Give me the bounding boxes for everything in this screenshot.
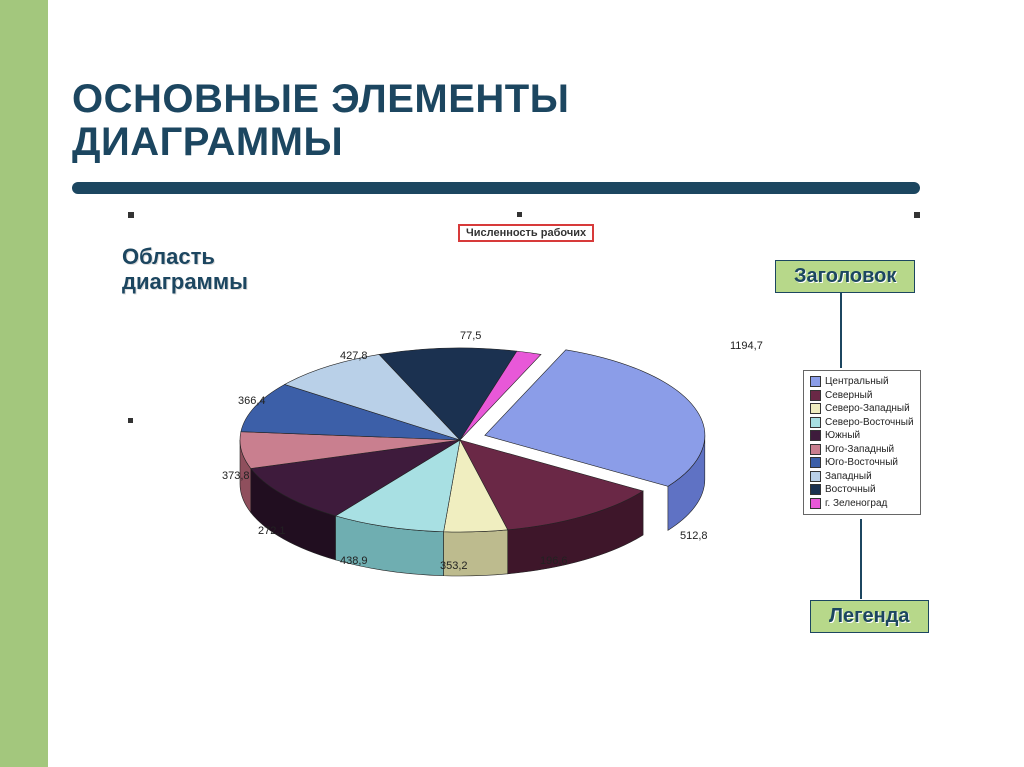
slice-value-label: 373,8: [222, 470, 250, 482]
legend-item: Западный: [810, 470, 914, 484]
legend-swatch: [810, 498, 821, 509]
legend-label: Северный: [825, 389, 872, 403]
slice-value-label: 1194,7: [730, 340, 763, 352]
legend-swatch: [810, 376, 821, 387]
legend-swatch: [810, 390, 821, 401]
legend-swatch: [810, 430, 821, 441]
legend-item: Северо-Западный: [810, 402, 914, 416]
legend-label: Центральный: [825, 375, 889, 389]
legend-item: Юго-Западный: [810, 443, 914, 457]
legend-label: Северо-Восточный: [825, 416, 914, 430]
slice-value-label: 427,8: [340, 350, 368, 362]
legend-label: Западный: [825, 470, 872, 484]
legend-label: г. Зеленоград: [825, 497, 887, 511]
slice-value-label: 196,6: [540, 555, 568, 567]
legend-item: Восточный: [810, 483, 914, 497]
legend-item: Центральный: [810, 375, 914, 389]
legend-swatch: [810, 444, 821, 455]
legend-swatch: [810, 403, 821, 414]
legend-label: Северо-Западный: [825, 402, 910, 416]
slice-value-label: 272,1: [258, 525, 286, 537]
slice-value-label: 512,8: [680, 530, 708, 542]
legend-swatch: [810, 417, 821, 428]
slice-value-label: 353,2: [440, 560, 468, 572]
slice-value-label: 438,9: [340, 555, 368, 567]
legend-label: Южный: [825, 429, 860, 443]
legend-item: Северо-Восточный: [810, 416, 914, 430]
legend-item: Юго-Восточный: [810, 456, 914, 470]
chart-legend: ЦентральныйСеверныйСеверо-ЗападныйСеверо…: [803, 370, 921, 515]
legend-label: Восточный: [825, 483, 876, 497]
legend-swatch: [810, 471, 821, 482]
legend-label: Юго-Западный: [825, 443, 894, 457]
legend-item: Южный: [810, 429, 914, 443]
slice-value-label: 366,4: [238, 395, 266, 407]
legend-item: г. Зеленоград: [810, 497, 914, 511]
slice-value-label: 77,5: [460, 330, 481, 342]
legend-item: Северный: [810, 389, 914, 403]
legend-swatch: [810, 457, 821, 468]
legend-label: Юго-Восточный: [825, 456, 898, 470]
legend-swatch: [810, 484, 821, 495]
